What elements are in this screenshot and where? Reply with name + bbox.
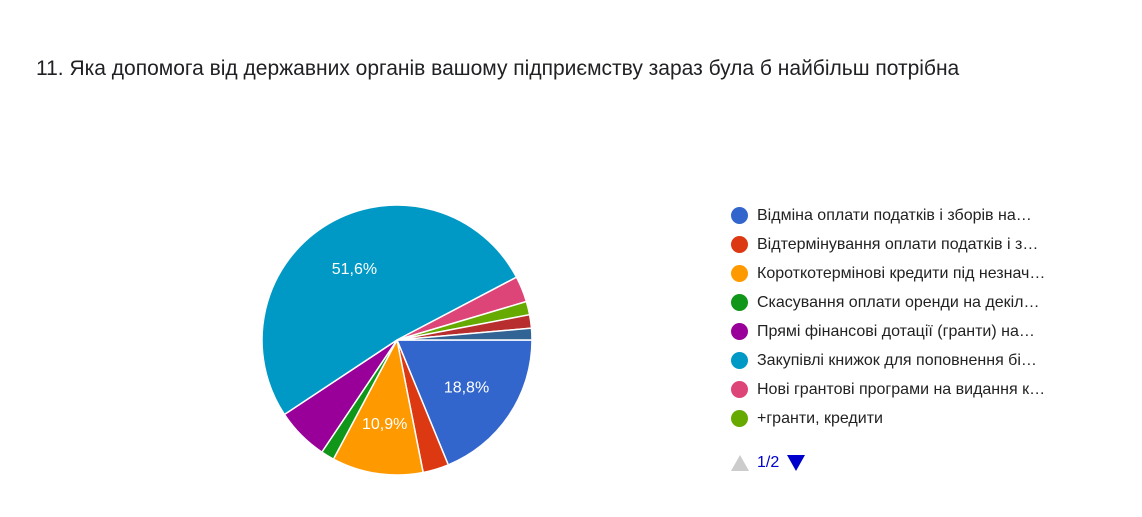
pie-labels: 18,8% 10,9% 51,6% (332, 261, 489, 433)
legend-marker (731, 294, 748, 311)
legend-marker (731, 381, 748, 398)
triangle-up-icon[interactable] (731, 455, 749, 471)
legend-pager: 1/2 (731, 454, 806, 472)
legend-item[interactable]: Відтермінування оплати податків і з… (731, 230, 1111, 259)
legend-marker (731, 410, 748, 427)
legend-item[interactable]: Прямі фінансові дотації (гранти) на… (731, 317, 1111, 346)
legend-label: Закупівлі книжок для поповнення бі… (757, 351, 1037, 369)
pie-slice-label: 51,6% (332, 261, 377, 278)
pie-slice[interactable] (396, 327, 533, 341)
legend-item[interactable]: Скасування оплати оренди на декіл… (731, 288, 1111, 317)
pie-slice-label: 18,8% (444, 380, 489, 397)
legend-label: Відтермінування оплати податків і з… (757, 235, 1039, 253)
legend-item[interactable]: Відміна оплати податків і зборів на… (731, 201, 1111, 230)
triangle-down-icon[interactable] (787, 455, 806, 471)
pager-page-indicator: 1/2 (757, 454, 780, 471)
legend-item[interactable]: Закупівлі книжок для поповнення бі… (731, 346, 1111, 375)
legend-label: +гранти, кредити (757, 409, 883, 427)
pie-slice-label: 10,9% (362, 416, 407, 433)
legend-marker (731, 207, 748, 224)
legend-item[interactable]: Нові грантові програми на видання к… (731, 375, 1111, 404)
legend-label: Нові грантові програми на видання к… (757, 380, 1046, 398)
legend-label: Скасування оплати оренди на декіл… (757, 293, 1040, 311)
legend-label: Відміна оплати податків і зборів на… (757, 206, 1032, 224)
pie-slice[interactable] (261, 204, 518, 416)
pie-slices (261, 204, 533, 476)
legend-item[interactable]: +гранти, кредити (731, 404, 1111, 433)
question-title: 11. Яка допомога від державних органів в… (36, 57, 960, 80)
legend-marker (731, 323, 748, 340)
legend-label: Прямі фінансові дотації (гранти) на… (757, 322, 1035, 340)
legend-marker (731, 236, 748, 253)
legend-label: Короткотермінові кредити під незнач… (757, 264, 1046, 282)
pie-slice[interactable] (332, 337, 425, 476)
legend-item[interactable]: Короткотермінові кредити під незнач… (731, 259, 1111, 288)
legend: Відміна оплати податків і зборів на… Від… (731, 201, 1111, 433)
legend-marker (731, 265, 748, 282)
pie-slice[interactable] (395, 339, 533, 466)
legend-marker (731, 352, 748, 369)
